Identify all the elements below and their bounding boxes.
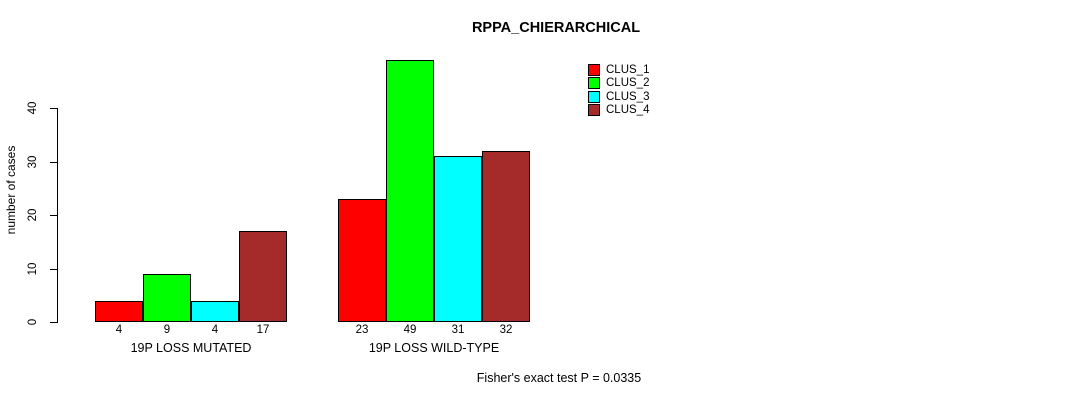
bar-clus_3-2 (434, 156, 482, 322)
y-axis-line (57, 108, 58, 323)
annotation-text: Fisher's exact test P = 0.0335 (476, 371, 642, 385)
y-tick-label: 40 (27, 101, 39, 115)
y-tick-label: 20 (27, 208, 39, 222)
bar-clus_4-2 (482, 151, 530, 322)
bar-clus_1-1 (95, 301, 143, 322)
y-tick-mark (50, 215, 57, 216)
y-tick-label: 30 (27, 155, 39, 169)
legend-swatch (588, 104, 600, 116)
bar-value-label: 23 (355, 324, 369, 336)
legend-swatch (588, 77, 600, 89)
bar-value-label: 17 (256, 324, 270, 336)
legend-swatch (588, 91, 600, 103)
bar-clus_3-1 (191, 301, 239, 322)
bar-value-label: 4 (115, 324, 123, 336)
y-tick-label: 0 (27, 318, 39, 326)
legend-label: CLUS_1 (606, 64, 650, 76)
bar-value-label: 9 (163, 324, 171, 336)
chart-title: RPPA_CHIERARCHICAL (471, 20, 641, 36)
bar-clus_2-2 (386, 60, 434, 322)
legend-label: CLUS_4 (606, 104, 650, 116)
legend-swatch (588, 64, 600, 76)
bar-value-label: 49 (403, 324, 417, 336)
bar-value-label: 31 (451, 324, 465, 336)
bar-value-label: 4 (211, 324, 219, 336)
group-label: 19P LOSS WILD-TYPE (368, 341, 500, 355)
bar-clus_4-1 (239, 231, 287, 322)
bar-clus_1-2 (338, 199, 386, 322)
y-axis-label: number of cases (4, 145, 18, 235)
bar-value-label: 32 (499, 324, 513, 336)
y-tick-mark (50, 269, 57, 270)
y-tick-mark (50, 162, 57, 163)
legend-label: CLUS_3 (606, 91, 650, 103)
y-tick-label: 10 (27, 262, 39, 276)
y-tick-mark (50, 322, 57, 323)
y-tick-mark (50, 108, 57, 109)
group-label: 19P LOSS MUTATED (130, 341, 252, 355)
legend-label: CLUS_2 (606, 77, 650, 89)
bar-clus_2-1 (143, 274, 191, 322)
